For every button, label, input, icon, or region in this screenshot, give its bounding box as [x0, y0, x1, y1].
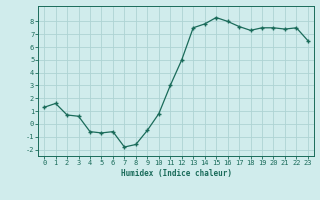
X-axis label: Humidex (Indice chaleur): Humidex (Indice chaleur): [121, 169, 231, 178]
